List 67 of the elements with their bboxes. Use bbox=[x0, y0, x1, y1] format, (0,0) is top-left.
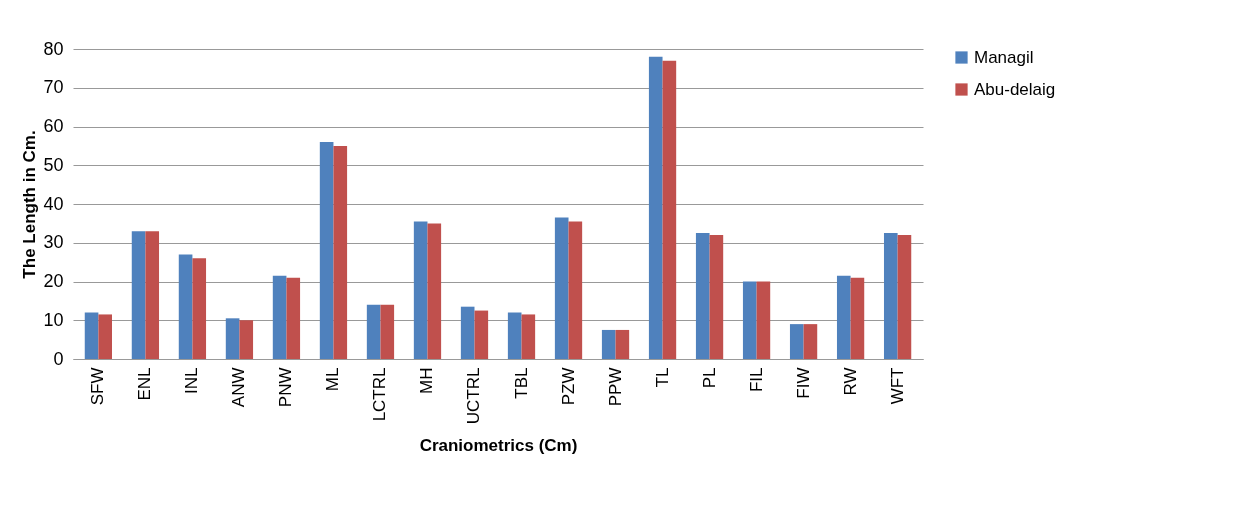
y-tick-label: 40 bbox=[43, 193, 64, 214]
legend-label: Abu-delaig bbox=[974, 79, 1056, 99]
bar bbox=[366, 304, 381, 359]
bar bbox=[850, 277, 865, 359]
bar bbox=[568, 221, 583, 359]
x-tick-label: TL bbox=[652, 367, 672, 388]
x-axis-title: Craniometrics (Cm) bbox=[419, 436, 578, 456]
bar bbox=[789, 324, 804, 359]
bar bbox=[84, 312, 99, 359]
bar bbox=[460, 306, 475, 359]
bar bbox=[521, 314, 536, 359]
x-tick-label: PL bbox=[699, 367, 719, 389]
x-tick-label: MH bbox=[417, 367, 437, 394]
bar bbox=[615, 329, 630, 359]
x-tick-label: PZW bbox=[558, 367, 578, 406]
bar bbox=[507, 312, 522, 359]
bar bbox=[131, 231, 146, 359]
x-tick-label: UCTRL bbox=[464, 367, 484, 425]
bar bbox=[756, 281, 771, 359]
y-tick-label: 0 bbox=[53, 348, 64, 369]
y-tick-label: 60 bbox=[43, 116, 64, 136]
bar bbox=[239, 320, 254, 359]
bar bbox=[742, 281, 757, 359]
x-tick-label: PNW bbox=[276, 367, 296, 408]
bar bbox=[225, 318, 240, 359]
x-tick-label: LCTRL bbox=[370, 367, 390, 422]
x-tick-label: FIL bbox=[746, 367, 766, 393]
bar bbox=[648, 56, 663, 359]
bar bbox=[709, 235, 724, 359]
x-tick-label: ANW bbox=[229, 367, 249, 408]
bar bbox=[474, 310, 489, 359]
bar bbox=[178, 254, 193, 359]
y-axis-title: The Length in Cm. bbox=[20, 130, 40, 279]
y-tick-label: 80 bbox=[43, 38, 64, 59]
bar bbox=[836, 275, 851, 359]
x-tick-label: ML bbox=[323, 367, 343, 392]
y-tick-label: 70 bbox=[43, 77, 64, 98]
bar bbox=[695, 233, 710, 359]
bar bbox=[286, 277, 301, 359]
x-tick-label: SFW bbox=[88, 367, 108, 406]
y-tick-label: 30 bbox=[43, 232, 64, 253]
bar bbox=[601, 329, 616, 359]
bar bbox=[427, 223, 442, 359]
bar bbox=[272, 275, 287, 359]
bar bbox=[145, 231, 160, 359]
bar bbox=[662, 60, 677, 359]
x-tick-label: ENL bbox=[135, 367, 155, 401]
bar bbox=[380, 304, 395, 359]
bar bbox=[319, 142, 334, 359]
x-tick-label: RW bbox=[840, 367, 860, 396]
bar bbox=[803, 324, 818, 359]
legend-label: Managil bbox=[974, 47, 1034, 67]
bar bbox=[333, 145, 348, 359]
y-tick-label: 50 bbox=[43, 154, 64, 175]
x-tick-label: INL bbox=[182, 367, 202, 394]
x-tick-label: TBL bbox=[511, 367, 531, 399]
bar bbox=[554, 217, 569, 359]
bar bbox=[883, 233, 898, 359]
x-tick-label: WFT bbox=[887, 367, 907, 405]
y-tick-label: 20 bbox=[43, 271, 64, 291]
bar bbox=[192, 258, 207, 359]
bar bbox=[413, 221, 428, 359]
x-tick-label: PPW bbox=[605, 367, 625, 407]
bar bbox=[98, 314, 113, 359]
bar bbox=[897, 235, 912, 359]
y-tick-label: 10 bbox=[43, 309, 64, 330]
x-tick-label: FIW bbox=[793, 367, 813, 399]
